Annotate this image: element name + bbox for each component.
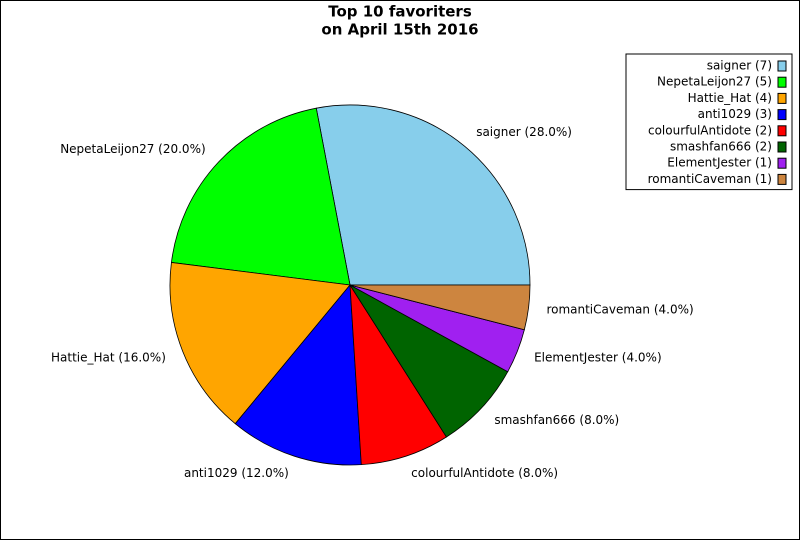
pie-slice [315,104,531,286]
legend-swatch [777,157,787,169]
slice-label: Hattie_Hat (16.0%) [51,350,166,364]
slice-label: colourfulAntidote (8.0%) [411,466,558,480]
slice-label: romantiCaveman (4.0%) [546,302,693,316]
pie-slice [170,107,351,286]
legend-swatch [777,125,787,137]
legend-label: smashfan666 (2) [670,140,772,154]
pie-slice [169,261,351,425]
pie-slice [349,284,448,466]
slice-label: NepetaLeijon27 (20.0%) [60,142,205,156]
legend-swatch [777,109,787,121]
legend-label: NepetaLeijon27 (5) [657,75,772,89]
legend-swatch [777,60,787,72]
legend-label: Hattie_Hat (4) [688,91,772,105]
chart-subtitle: on April 15th 2016 [321,21,478,39]
slice-label: anti1029 (12.0%) [184,466,289,480]
slice-label: ElementJester (4.0%) [534,350,662,364]
chart-title: Top 10 favoriters [328,3,472,21]
legend-label: saigner (7) [707,59,772,73]
legend-label: romantiCaveman (1) [648,172,772,186]
pie-slice [349,284,509,438]
legend-swatch [777,173,787,185]
slice-label: saigner (28.0%) [476,125,572,139]
legend-swatch [777,141,787,153]
pie-slice [234,283,362,466]
legend-swatch [777,76,787,88]
legend-box [625,53,793,191]
legend-label: ElementJester (1) [667,156,772,170]
legend-label: anti1029 (3) [698,107,772,121]
slice-label: smashfan666 (8.0%) [494,413,619,427]
pie-slice [349,284,531,331]
legend-label: colourfulAntidote (2) [648,123,772,137]
legend-swatch [777,92,787,104]
